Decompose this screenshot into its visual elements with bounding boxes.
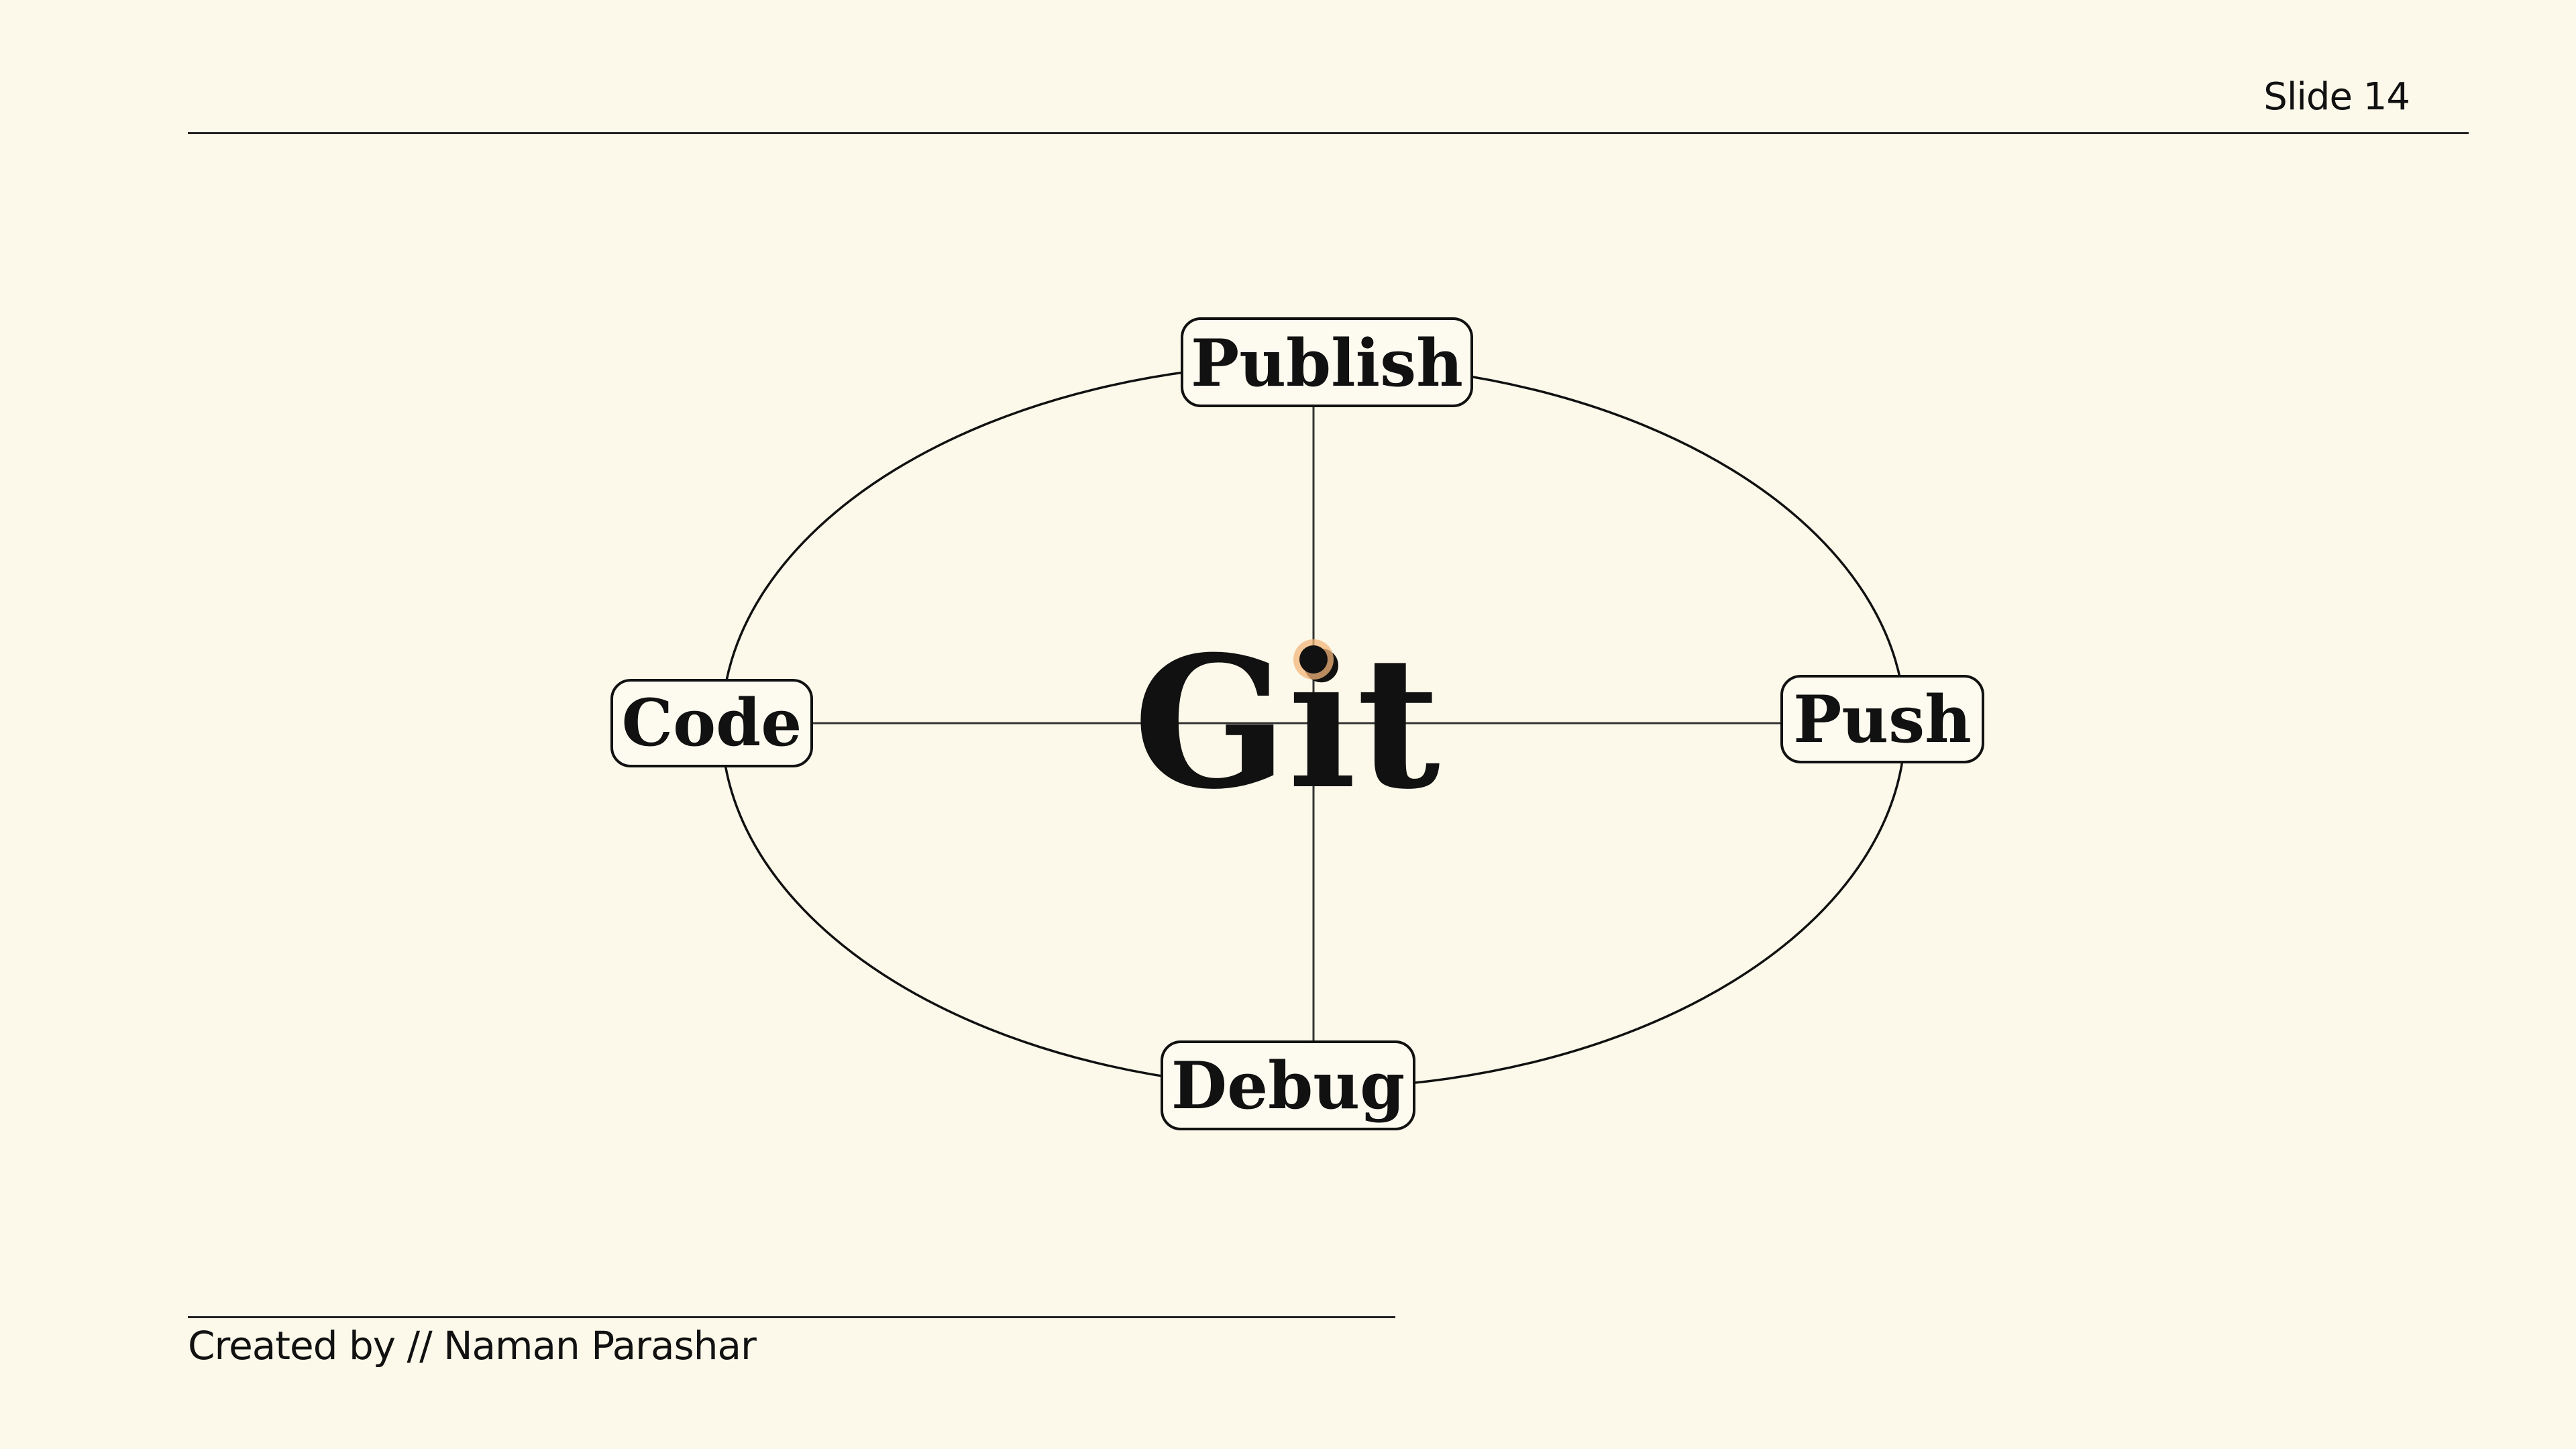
node-push[interactable]: Push [1780,675,1984,763]
node-code-label: Code [622,685,802,761]
node-publish-label: Publish [1191,325,1463,401]
node-code-box [610,679,813,767]
node-code[interactable]: Code [610,679,813,767]
header-divider [188,132,2469,134]
slide-number: Slide 14 [2263,75,2410,119]
node-push-box [1780,675,1984,763]
node-publish-box [1181,317,1473,407]
center-label: Git [1133,616,1442,829]
footer-divider [188,1316,1395,1318]
node-push-label: Push [1793,682,1972,757]
node-debug[interactable]: Debug [1161,1040,1415,1130]
node-publish[interactable]: Publish [1181,317,1473,407]
footer-credit: Created by // Naman Parashar [188,1323,757,1368]
node-debug-box [1161,1040,1415,1130]
cursor-dot [1299,645,1328,674]
node-debug-label: Debug [1171,1048,1405,1124]
